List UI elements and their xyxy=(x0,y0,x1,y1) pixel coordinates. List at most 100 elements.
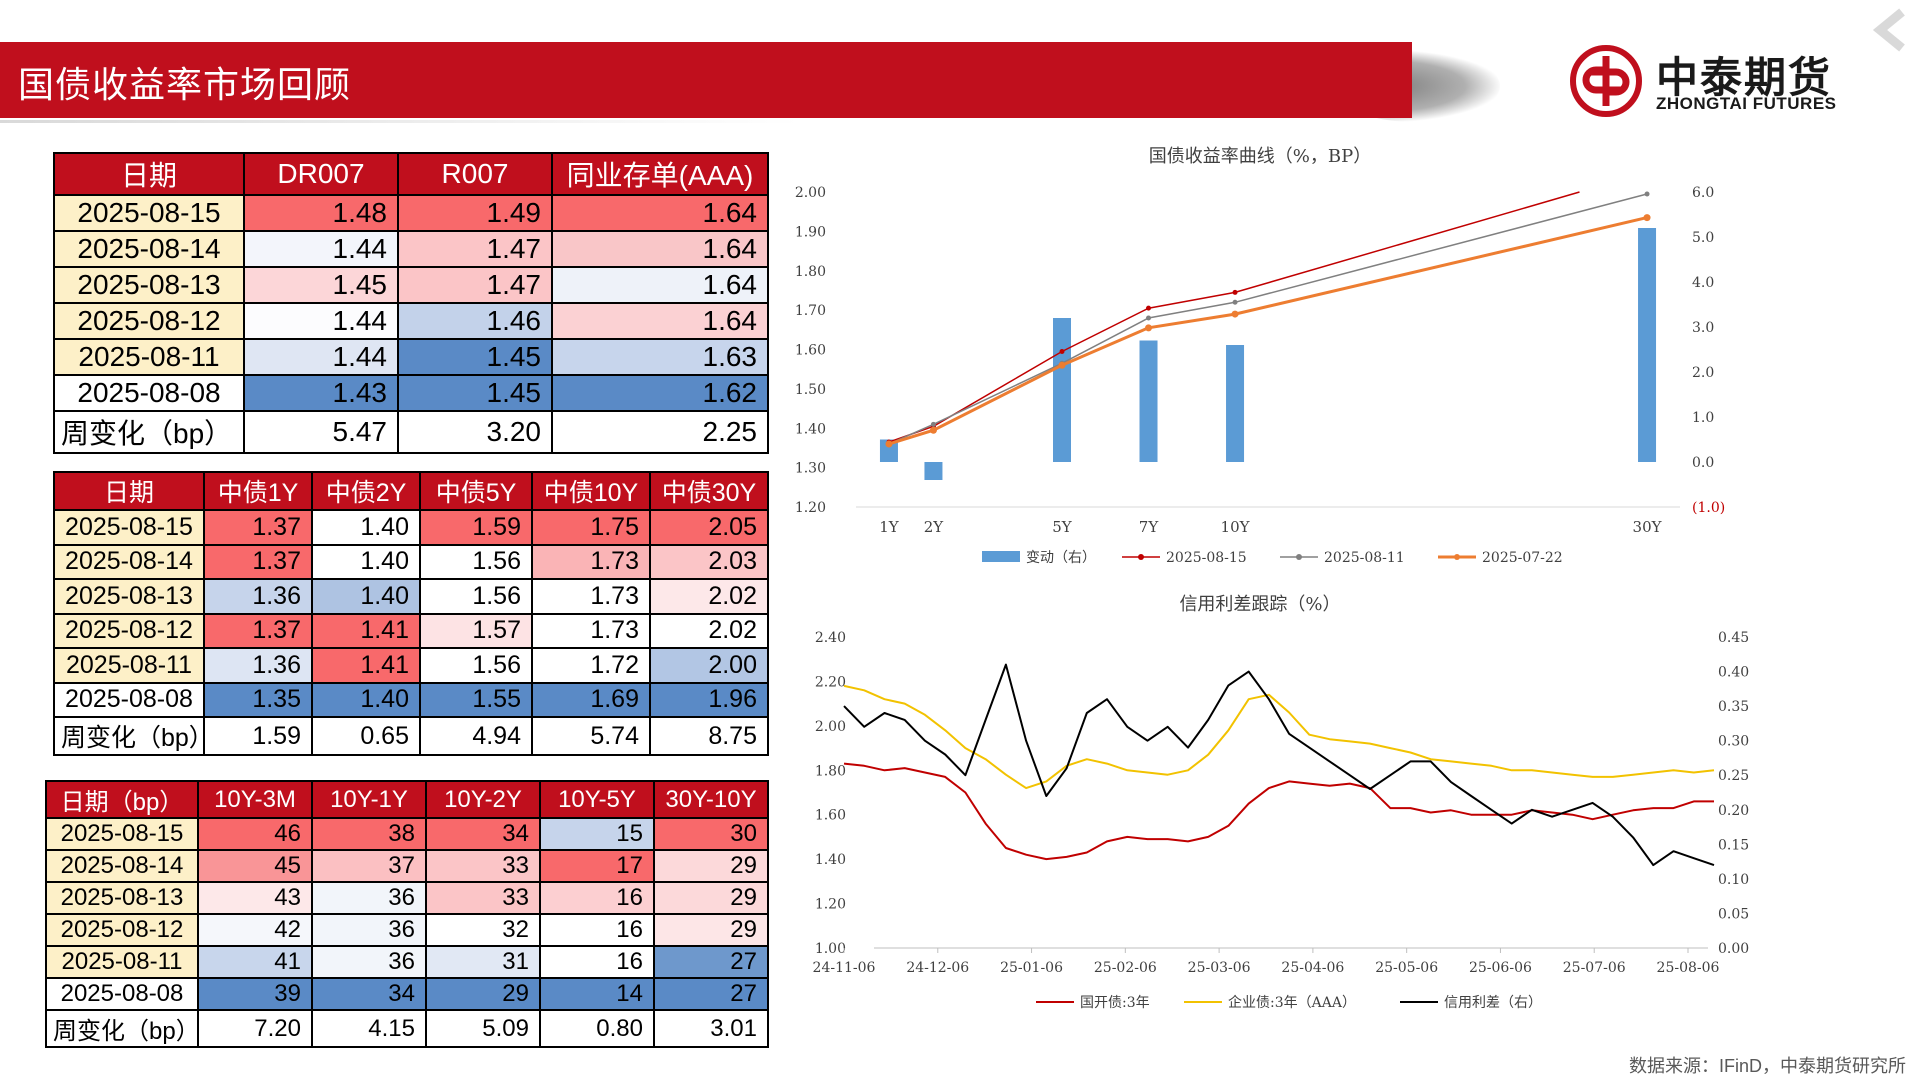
value-cell: 33 xyxy=(425,849,541,883)
value-cell: 41 xyxy=(197,945,313,979)
header-cell: DR007 xyxy=(243,152,399,196)
table-header-row: 日期（bp） 10Y-3M 10Y-1Y 10Y-2Y 10Y-5Y 30Y-1… xyxy=(45,780,769,819)
y2-tick-label: 4.0 xyxy=(1692,275,1714,291)
change-label: 周变化（bp） xyxy=(53,410,245,454)
value-cell: 1.56 xyxy=(419,578,533,615)
title-divider xyxy=(0,120,800,123)
value-cell: 1.64 xyxy=(551,230,769,268)
x-tick-label: 25-03-06 xyxy=(1188,960,1251,976)
logo-name-cn: 中泰期货 xyxy=(1656,54,1833,101)
table-row: 2025-08-15 1.48 1.49 1.64 xyxy=(53,194,769,232)
table-row: 2025-08-14 1.37 1.40 1.56 1.73 2.03 xyxy=(53,543,769,580)
value-cell: 1.40 xyxy=(311,543,421,580)
header-cell: 10Y-5Y xyxy=(539,780,655,819)
value-cell: 1.73 xyxy=(531,543,651,580)
legend-label: 信用利差（右） xyxy=(1444,995,1542,1011)
credit-spread-chart: 1.00 1.20 1.40 1.60 1.80 2.00 2.20 2.40 0.00 0.05… xyxy=(813,630,1750,1011)
term-spread-table: 日期（bp） 10Y-3M 10Y-1Y 10Y-2Y 10Y-5Y 30Y-1… xyxy=(45,780,769,1048)
change-bar xyxy=(924,462,943,480)
date-cell: 2025-08-14 xyxy=(45,849,199,883)
date-cell: 2025-08-13 xyxy=(53,266,245,304)
y-tick-label: 1.20 xyxy=(815,897,846,913)
change-cell: 3.20 xyxy=(397,410,553,454)
value-cell: 1.45 xyxy=(397,338,553,376)
date-cell: 2025-08-08 xyxy=(53,374,245,412)
change-cell: 0.65 xyxy=(311,716,421,756)
table-row: 2025-08-13 1.36 1.40 1.56 1.73 2.02 xyxy=(53,578,769,615)
value-cell: 37 xyxy=(311,849,427,883)
x-tick-label: 10Y xyxy=(1221,518,1251,536)
value-cell: 32 xyxy=(425,913,541,947)
value-cell: 34 xyxy=(311,977,427,1011)
header-cell: 10Y-2Y xyxy=(425,780,541,819)
change-cell: 0.80 xyxy=(539,1009,655,1048)
header-cell: 中债1Y xyxy=(203,471,313,511)
value-cell: 43 xyxy=(197,881,313,915)
y2-tick-label: 0.05 xyxy=(1718,906,1749,922)
change-cell: 5.09 xyxy=(425,1009,541,1048)
date-cell: 2025-08-14 xyxy=(53,543,205,580)
credit-spread-title: 信用利差跟踪（%） xyxy=(1179,594,1341,615)
value-cell: 1.40 xyxy=(311,509,421,546)
value-cell: 1.47 xyxy=(397,266,553,304)
y-tick-label: 2.00 xyxy=(815,719,846,735)
date-cell: 2025-08-11 xyxy=(45,945,199,979)
y-tick-label: 1.20 xyxy=(795,500,826,516)
value-cell: 45 xyxy=(197,849,313,883)
header-cell: 30Y-10Y xyxy=(653,780,769,819)
date-cell: 2025-08-15 xyxy=(45,817,199,851)
value-cell: 38 xyxy=(311,817,427,851)
y2-tick-label: 0.40 xyxy=(1718,665,1749,681)
series-point xyxy=(929,426,937,434)
value-cell: 1.44 xyxy=(243,230,399,268)
y2-tick-label: 1.0 xyxy=(1692,410,1714,426)
y-tick-label: 1.80 xyxy=(795,264,826,280)
x-tick-label: 25-05-06 xyxy=(1375,960,1438,976)
date-cell: 2025-08-11 xyxy=(53,338,245,376)
value-cell: 1.44 xyxy=(243,338,399,376)
header-cell: 中债30Y xyxy=(649,471,769,511)
date-cell: 2025-08-12 xyxy=(53,302,245,340)
y2-tick-label: 0.0 xyxy=(1692,455,1714,471)
value-cell: 1.37 xyxy=(203,612,313,649)
change-cell: 8.75 xyxy=(649,716,769,756)
x-tick-label: 25-07-06 xyxy=(1563,960,1626,976)
value-cell: 27 xyxy=(653,977,769,1011)
value-cell: 1.56 xyxy=(419,543,533,580)
header-cell: 中债10Y xyxy=(531,471,651,511)
series-line xyxy=(843,663,1715,867)
header-cell: 日期 xyxy=(53,152,245,196)
x-tick-label: 5Y xyxy=(1052,518,1073,536)
y2-tick-label: (1.0) xyxy=(1692,500,1725,516)
treasury-yield-table: 日期 中债1Y 中债2Y 中债5Y 中债10Y 中债30Y 2025-08-15… xyxy=(53,471,769,756)
header-cell: 10Y-3M xyxy=(197,780,313,819)
value-cell: 1.47 xyxy=(397,230,553,268)
value-cell: 1.59 xyxy=(419,509,533,546)
x-tick-label: 25-02-06 xyxy=(1094,960,1157,976)
header-cell: 中债2Y xyxy=(311,471,421,511)
y2-tick-label: 0.20 xyxy=(1718,803,1749,819)
weekly-change-row: 周变化（bp） 1.59 0.65 4.94 5.74 8.75 xyxy=(53,716,769,756)
zhongtai-logo: 中泰期货 ZHONGTAI FUTURES xyxy=(1568,44,1868,118)
series-line xyxy=(843,684,1715,790)
value-cell: 1.36 xyxy=(203,647,313,684)
y-tick-label: 2.40 xyxy=(815,630,846,646)
date-cell: 2025-08-08 xyxy=(53,681,205,718)
y-tick-label: 1.60 xyxy=(815,808,846,824)
y2-tick-label: 0.00 xyxy=(1718,941,1749,957)
x-tick-label: 1Y xyxy=(879,518,900,536)
x-tick-label: 25-01-06 xyxy=(1000,960,1063,976)
date-cell: 2025-08-12 xyxy=(45,913,199,947)
table-header-row: 日期 中债1Y 中债2Y 中债5Y 中债10Y 中债30Y xyxy=(53,471,769,511)
table-row: 2025-08-15 1.37 1.40 1.59 1.75 2.05 xyxy=(53,509,769,546)
weekly-change-row: 周变化（bp） 5.47 3.20 2.25 xyxy=(53,410,769,454)
series-line xyxy=(888,193,1648,445)
logo-mark-icon xyxy=(1570,45,1642,117)
value-cell: 1.64 xyxy=(551,194,769,232)
y-tick-label: 1.50 xyxy=(795,382,826,398)
value-cell: 1.69 xyxy=(531,681,651,718)
header-cell: 日期（bp） xyxy=(45,780,199,819)
x-tick-label: 7Y xyxy=(1139,518,1160,536)
y-tick-label: 1.70 xyxy=(795,303,826,319)
y2-tick-label: 2.0 xyxy=(1692,365,1714,381)
